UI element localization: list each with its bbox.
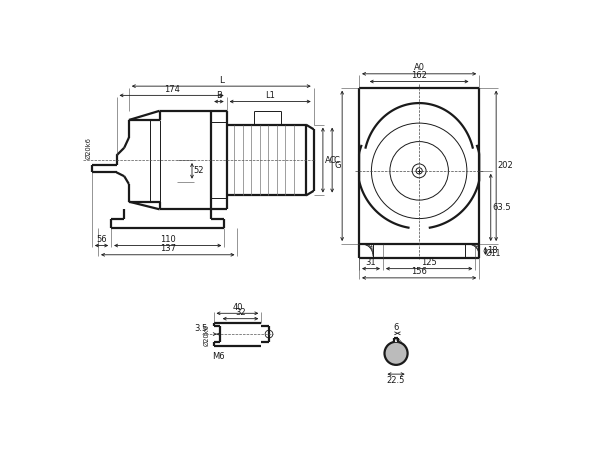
Text: 174: 174 [164,85,179,94]
Text: 40: 40 [232,303,242,312]
Text: L1: L1 [265,91,275,100]
Text: 156: 156 [411,267,427,276]
Text: 125: 125 [421,258,437,267]
Text: 32: 32 [235,308,246,317]
Circle shape [385,342,407,365]
Text: Ø20k6: Ø20k6 [86,137,92,158]
Text: 6: 6 [394,323,399,332]
Text: 110: 110 [160,235,176,244]
Text: 202: 202 [497,161,514,170]
Text: G: G [334,161,341,170]
Text: 137: 137 [160,244,176,253]
Text: 63.5: 63.5 [493,203,511,212]
Text: Ø11: Ø11 [485,249,501,258]
Text: C: C [334,155,340,164]
Text: 3.5: 3.5 [194,324,208,333]
Text: AC: AC [325,155,336,164]
Text: L: L [219,75,224,84]
Bar [394,338,398,342]
Text: 162: 162 [411,71,427,80]
Text: 52: 52 [194,166,204,175]
Text: 31: 31 [366,258,376,267]
Text: 18: 18 [487,246,497,255]
Text: M6: M6 [212,352,224,361]
Text: A0: A0 [413,64,425,72]
Text: 22.5: 22.5 [387,376,405,385]
Text: Ø20k6: Ø20k6 [204,324,210,346]
Text: B: B [216,91,222,100]
Text: 56: 56 [96,235,107,244]
